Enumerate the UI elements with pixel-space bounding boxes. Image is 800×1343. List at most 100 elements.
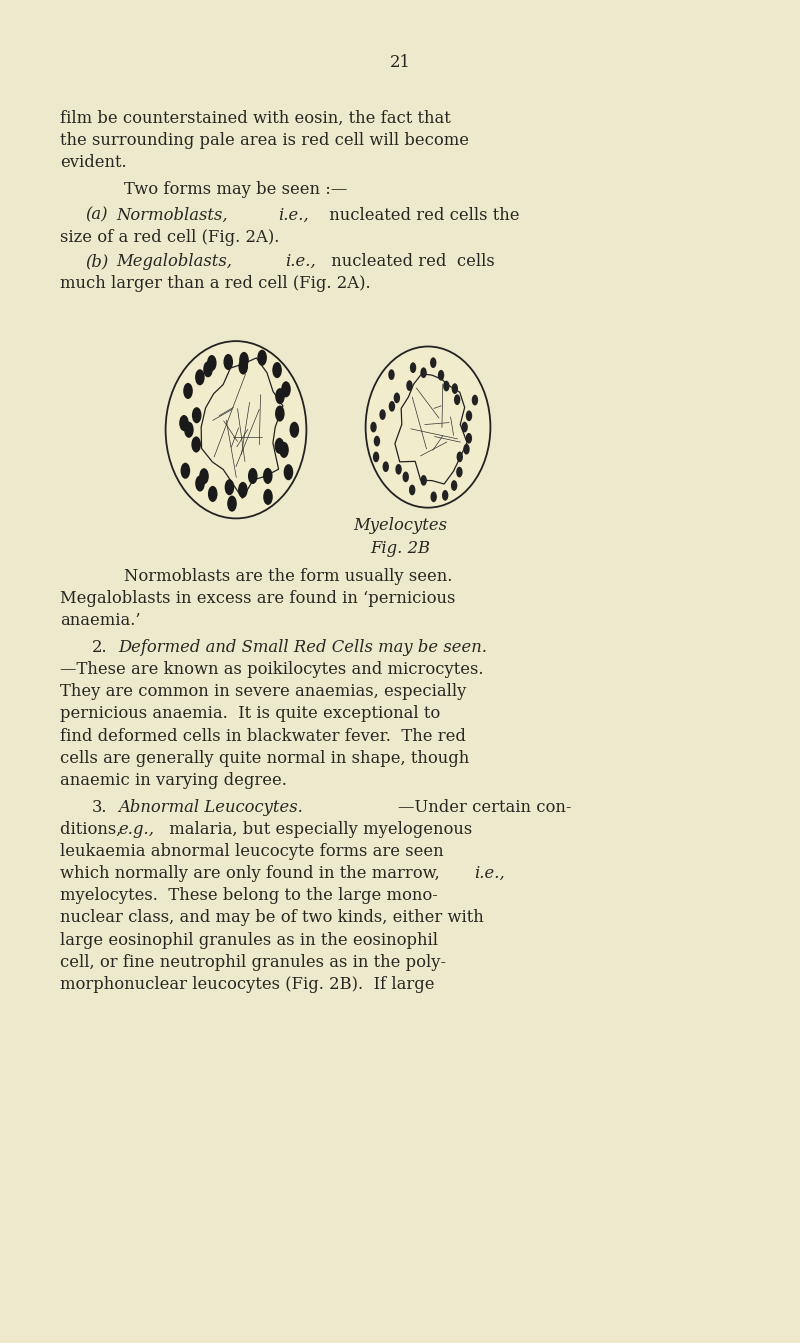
Circle shape: [457, 451, 463, 462]
Circle shape: [275, 388, 285, 404]
Circle shape: [374, 435, 380, 446]
Text: which normally are only found in the marrow,: which normally are only found in the mar…: [60, 865, 445, 882]
Circle shape: [284, 465, 294, 481]
Text: i.e.,: i.e.,: [278, 207, 309, 223]
Circle shape: [402, 471, 409, 482]
Circle shape: [203, 361, 213, 377]
Circle shape: [421, 475, 427, 486]
Circle shape: [395, 463, 402, 474]
Text: —Under certain con-: —Under certain con-: [398, 799, 572, 815]
Text: Normoblasts,: Normoblasts,: [116, 207, 233, 223]
Text: large eosinophil granules as in the eosinophil: large eosinophil granules as in the eosi…: [60, 932, 438, 948]
Text: They are common in severe anaemias, especially: They are common in severe anaemias, espe…: [60, 684, 466, 700]
Text: cells are generally quite normal in shape, though: cells are generally quite normal in shap…: [60, 749, 470, 767]
Circle shape: [195, 369, 205, 385]
Text: nucleated red  cells: nucleated red cells: [326, 252, 495, 270]
Text: (a): (a): [86, 207, 108, 223]
Text: —These are known as poikilocytes and microcytes.: —These are known as poikilocytes and mic…: [60, 661, 483, 678]
Circle shape: [181, 463, 190, 479]
Circle shape: [279, 442, 289, 458]
Polygon shape: [201, 359, 283, 498]
Text: Megaloblasts in excess are found in ‘pernicious: Megaloblasts in excess are found in ‘per…: [60, 591, 455, 607]
Text: Fig. 2B: Fig. 2B: [370, 540, 430, 557]
Circle shape: [238, 359, 248, 375]
Circle shape: [420, 368, 426, 379]
Text: myelocytes.  These belong to the large mono-: myelocytes. These belong to the large mo…: [60, 888, 438, 904]
Text: malaria, but especially myelogenous: malaria, but especially myelogenous: [164, 821, 472, 838]
Circle shape: [281, 381, 290, 398]
Text: Normoblasts are the form usually seen.: Normoblasts are the form usually seen.: [124, 568, 452, 586]
Circle shape: [389, 402, 395, 412]
Circle shape: [452, 383, 458, 393]
Text: Myelocytes: Myelocytes: [353, 517, 447, 535]
Text: Deformed and Small Red Cells may be seen.: Deformed and Small Red Cells may be seen…: [118, 639, 487, 655]
Circle shape: [263, 489, 273, 505]
Text: i.e.,: i.e.,: [474, 865, 505, 882]
Circle shape: [290, 422, 299, 438]
Ellipse shape: [166, 341, 306, 518]
Circle shape: [227, 496, 237, 512]
Circle shape: [382, 462, 389, 473]
Text: the surrounding pale area is red cell will become: the surrounding pale area is red cell wi…: [60, 132, 469, 149]
Text: 3.: 3.: [92, 799, 107, 815]
Circle shape: [248, 467, 258, 483]
Text: evident.: evident.: [60, 154, 126, 172]
Circle shape: [394, 392, 400, 403]
Circle shape: [183, 383, 193, 399]
Circle shape: [463, 443, 470, 454]
Text: find deformed cells in blackwater fever.  The red: find deformed cells in blackwater fever.…: [60, 728, 466, 744]
Text: anaemic in varying degree.: anaemic in varying degree.: [60, 772, 287, 788]
Text: (b): (b): [86, 252, 109, 270]
Circle shape: [430, 492, 437, 502]
Circle shape: [238, 482, 248, 498]
Circle shape: [454, 395, 460, 406]
Circle shape: [207, 355, 217, 371]
Circle shape: [191, 436, 201, 453]
Polygon shape: [395, 373, 467, 483]
Circle shape: [208, 486, 218, 502]
Circle shape: [179, 415, 189, 431]
Circle shape: [379, 410, 386, 420]
Text: leukaemia abnormal leucocyte forms are seen: leukaemia abnormal leucocyte forms are s…: [60, 843, 444, 860]
Circle shape: [466, 432, 472, 443]
Circle shape: [442, 490, 448, 501]
Text: pernicious anaemia.  It is quite exceptional to: pernicious anaemia. It is quite exceptio…: [60, 705, 440, 723]
Text: cell, or fine neutrophil granules as in the poly-: cell, or fine neutrophil granules as in …: [60, 954, 446, 971]
Circle shape: [275, 406, 285, 422]
Text: Megaloblasts,: Megaloblasts,: [116, 252, 238, 270]
Circle shape: [272, 363, 282, 379]
Text: much larger than a red cell (Fig. 2A).: much larger than a red cell (Fig. 2A).: [60, 275, 370, 293]
Circle shape: [225, 479, 234, 496]
Circle shape: [184, 422, 194, 438]
Text: morphonuclear leucocytes (Fig. 2B).  If large: morphonuclear leucocytes (Fig. 2B). If l…: [60, 976, 434, 992]
Text: Two forms may be seen :—: Two forms may be seen :—: [124, 181, 347, 197]
Text: nuclear class, and may be of two kinds, either with: nuclear class, and may be of two kinds, …: [60, 909, 484, 927]
Circle shape: [370, 422, 377, 432]
Circle shape: [410, 363, 416, 373]
Circle shape: [462, 422, 468, 432]
Circle shape: [438, 369, 444, 380]
Circle shape: [443, 380, 450, 391]
Circle shape: [472, 395, 478, 406]
Circle shape: [239, 352, 249, 368]
Circle shape: [451, 481, 458, 492]
Circle shape: [258, 349, 267, 365]
Circle shape: [199, 469, 209, 485]
Text: film be counterstained with eosin, the fact that: film be counterstained with eosin, the f…: [60, 110, 450, 128]
Text: 2.: 2.: [92, 639, 108, 655]
Circle shape: [195, 475, 205, 492]
Ellipse shape: [366, 346, 490, 508]
Text: anaemia.’: anaemia.’: [60, 612, 141, 630]
Text: ditions,: ditions,: [60, 821, 126, 838]
Circle shape: [373, 451, 379, 462]
Circle shape: [409, 485, 415, 496]
Text: size of a red cell (Fig. 2A).: size of a red cell (Fig. 2A).: [60, 228, 279, 246]
Circle shape: [223, 355, 233, 371]
Circle shape: [263, 467, 273, 483]
Circle shape: [456, 467, 462, 478]
Text: Abnormal Leucocytes.: Abnormal Leucocytes.: [118, 799, 303, 815]
Circle shape: [466, 411, 472, 422]
Circle shape: [274, 438, 284, 454]
Text: e.g.,: e.g.,: [118, 821, 154, 838]
Text: 21: 21: [390, 54, 410, 71]
